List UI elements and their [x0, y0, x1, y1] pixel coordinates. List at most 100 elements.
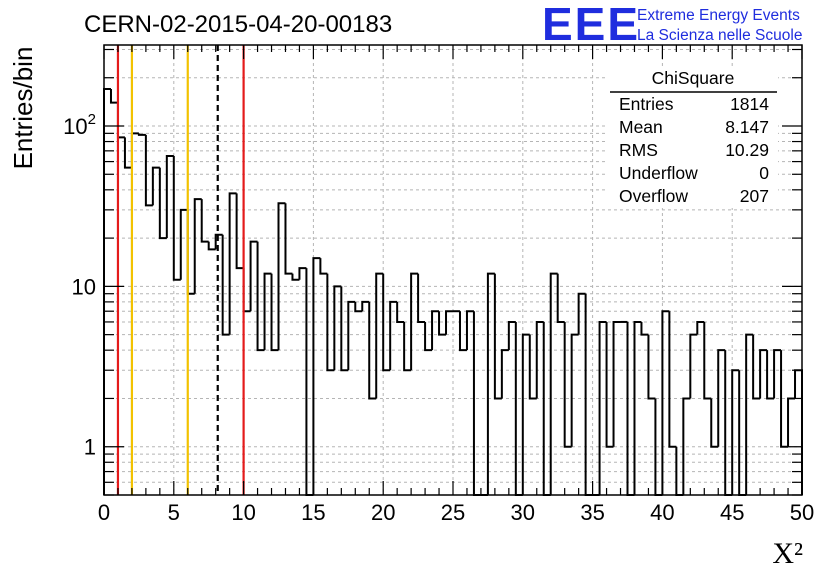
histogram-bin [431, 310, 440, 351]
histogram-bin [263, 272, 272, 351]
histogram-bin [577, 292, 586, 335]
x-tick-label: 40 [650, 500, 674, 525]
histogram-bin [717, 349, 726, 447]
histogram-bin [528, 334, 537, 400]
histogram-bin [361, 300, 370, 312]
histogram-bin [752, 334, 761, 400]
histogram-bin [200, 199, 209, 243]
x-tick-label: 20 [371, 500, 395, 525]
stats-row-value: 8.147 [725, 117, 769, 137]
histogram-bin [214, 233, 223, 250]
histogram-bin [410, 272, 419, 371]
histogram-bin [347, 300, 356, 371]
histogram-bin [256, 241, 265, 352]
histogram-bin [235, 193, 244, 270]
histogram-bin [521, 333, 530, 495]
histogram-bin [424, 321, 433, 352]
histogram-bin [249, 240, 258, 312]
histogram-bin [291, 273, 300, 281]
histogram-bin [375, 272, 384, 399]
histogram-bin [319, 258, 328, 275]
histogram-bin [403, 321, 412, 372]
histogram-bin [228, 192, 237, 335]
x-tick-label: 15 [301, 500, 325, 525]
histogram-bin [333, 285, 342, 371]
y-tick-labels: 1 10 102 [63, 111, 96, 460]
histogram-bin [598, 320, 607, 495]
histogram-bin [165, 155, 174, 239]
histogram-bin [759, 349, 768, 399]
histogram-bin [172, 156, 181, 281]
histogram-bin [766, 350, 775, 400]
histogram-bin [326, 273, 335, 372]
histogram-bin [570, 333, 579, 447]
stats-row-label: Underflow [619, 163, 698, 183]
histogram-bin [158, 167, 167, 240]
histogram-bin [354, 301, 363, 313]
stats-row-label: RMS [619, 140, 658, 160]
histogram-bin [270, 273, 279, 352]
histogram-bin [109, 89, 118, 104]
stats-row-value: 10.29 [725, 140, 769, 160]
histogram-bin [507, 320, 516, 351]
x-tick-label: 50 [790, 500, 814, 525]
histogram-bin [640, 321, 649, 336]
histogram-bin [549, 272, 558, 495]
x-tick-label: 45 [720, 500, 744, 525]
histogram-bin [458, 311, 467, 352]
stats-box: ChiSquare Entries 1814 Mean 8.147 RMS 10.29 Un… [608, 66, 778, 208]
axes [103, 44, 803, 496]
histogram-bin [396, 301, 405, 323]
histogram-bin [312, 257, 321, 495]
histogram-bin [731, 369, 740, 495]
histogram-bin [277, 202, 286, 351]
y-tick-label: 10 [72, 274, 96, 299]
histogram-bin [703, 321, 712, 400]
stats-row-label: Mean [619, 117, 663, 137]
y-tick-label: 1 [84, 435, 96, 460]
histogram-bin [368, 301, 377, 400]
eee-logo: EEE Extreme Energy Events La Scienza nel… [542, 0, 802, 50]
histogram-bin [633, 320, 642, 495]
histogram-bin [647, 334, 656, 400]
histogram-bin [221, 234, 230, 336]
stats-row-label: Overflow [619, 186, 688, 206]
histogram-bin [207, 241, 216, 251]
stats-row-label: Entries [619, 94, 674, 114]
histogram-bin [137, 133, 146, 136]
logo-mark: EEE [542, 0, 640, 50]
stats-box-background [608, 66, 778, 208]
x-tick-label: 35 [580, 500, 604, 525]
chart-title: CERN-02-2015-04-20-00183 [84, 11, 392, 38]
stats-row-value: 1814 [730, 94, 769, 114]
histogram-bin [773, 349, 782, 399]
histogram-bin [661, 310, 670, 495]
logo-line-1: Extreme Energy Events [637, 7, 800, 24]
x-tick-label: 25 [441, 500, 465, 525]
histogram-bin [417, 273, 426, 323]
histogram-bin [689, 333, 698, 399]
histogram-bin [486, 272, 495, 495]
histogram-bin [179, 208, 188, 280]
x-tick-label: 0 [98, 500, 110, 525]
x-tick-label: 30 [511, 500, 535, 525]
histogram-bin [605, 321, 614, 448]
histogram-bin [193, 198, 202, 294]
y-axis-title: Entries/bin [8, 47, 38, 170]
histogram-bin [500, 349, 509, 399]
histogram-bin [710, 398, 719, 448]
histogram-bin [668, 311, 677, 448]
histogram-bin [745, 333, 754, 495]
histogram-bin [493, 273, 502, 400]
histogram-bin [445, 310, 453, 335]
histogram-bin [612, 320, 621, 447]
histogram-bin [298, 267, 307, 280]
histogram-bin [123, 137, 132, 169]
logo-line-2: La Scienza nelle Scuole [637, 27, 802, 44]
histogram-bin [465, 310, 474, 351]
marker-lines [116, 45, 245, 495]
histogram-bin [284, 203, 293, 275]
histogram-bin [389, 300, 398, 371]
histogram-bin [151, 166, 160, 206]
